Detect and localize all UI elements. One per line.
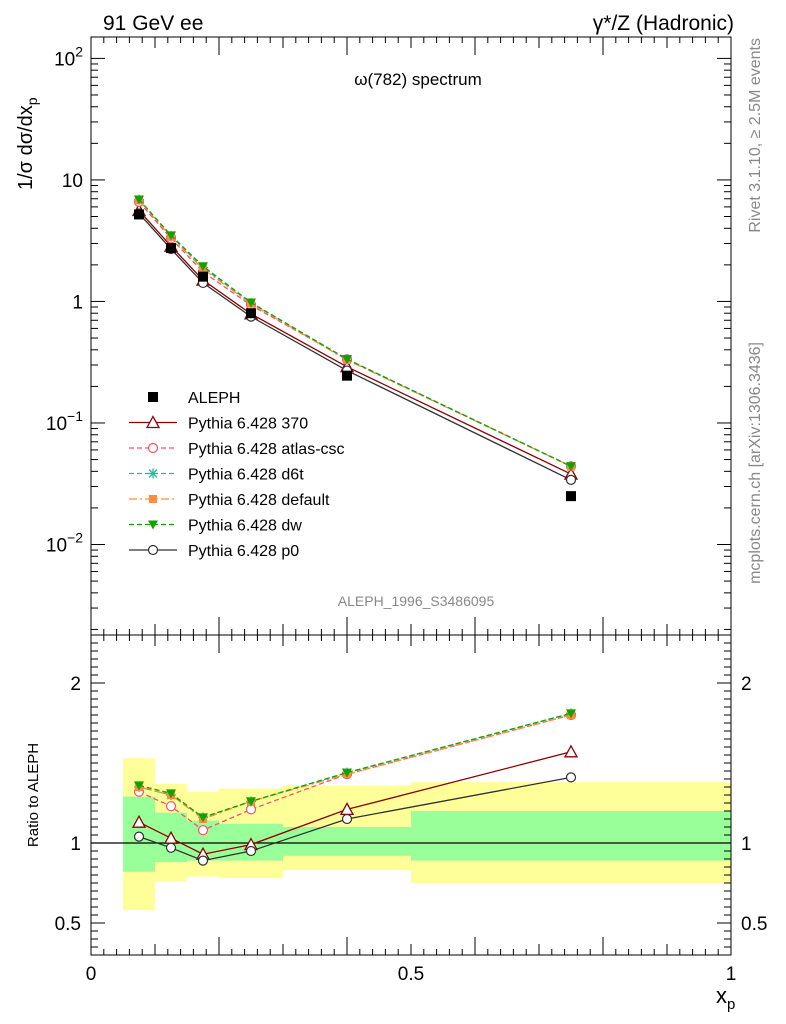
band-green-4	[283, 827, 411, 856]
ratio-point-5	[197, 855, 209, 866]
main-ytick-label: 1	[72, 292, 83, 313]
main-point-4	[166, 231, 176, 241]
plot-title: ω(782) spectrum	[354, 70, 482, 89]
main-point-4	[342, 355, 352, 365]
legend: ALEPH Pythia 6.428 370 Pythia 6.428 atlas-…	[129, 390, 345, 560]
main-series-lines	[131, 194, 579, 502]
ratio-line-3	[138, 714, 572, 820]
ratio-series-lines	[131, 708, 579, 866]
ratio-point-4	[246, 797, 256, 807]
main-ylabel: 1/σ dσ/dxp	[15, 97, 40, 190]
main-point-4	[134, 195, 144, 205]
ratio-line-4	[138, 712, 572, 819]
main-line-5	[138, 212, 572, 481]
ratio-ytick-label-right: 1	[741, 834, 752, 855]
ratio-point-4	[198, 813, 208, 823]
main-point-4	[198, 262, 208, 272]
axes-ticks: 102 10 1 10−1 10−2 0 0.5 1 0.5 0.5 1 1 2 2	[46, 37, 767, 985]
main-ytick-label: 10−2	[46, 529, 83, 556]
band-green-5	[411, 811, 731, 861]
ratio-point-5	[341, 813, 353, 825]
data-point	[246, 308, 256, 319]
ratio-ylabel: Ratio to ALEPH	[25, 743, 42, 847]
header-right: γ*/Z (Hadronic)	[593, 12, 734, 35]
main-ytick-label: 102	[54, 43, 83, 70]
ratio-ytick-label-right: 0.5	[741, 914, 767, 935]
xtick-label: 0.5	[398, 964, 424, 985]
ratio-point-1	[197, 825, 209, 836]
ratio-point-4	[166, 789, 176, 799]
legend-label: Pythia 6.428 d6t	[188, 467, 304, 484]
mcplots-label: mcplots.cern.ch [arXiv:1306.3436]	[747, 342, 764, 584]
data-point	[134, 209, 144, 220]
xtick-label: 1	[726, 964, 737, 985]
main-ytick-label: 10	[62, 171, 83, 192]
ratio-line-0	[138, 751, 572, 855]
main-line-4	[138, 199, 572, 467]
ratio-point-4	[134, 781, 144, 791]
ratio-point-5	[565, 772, 577, 783]
ratio-point-1	[165, 801, 177, 812]
rivet-label: Rivet 3.1.10, ≥ 2.5M events	[747, 38, 764, 233]
legend-marker-4	[148, 520, 158, 530]
main-point-4	[246, 298, 256, 308]
xlabel: xp	[716, 983, 735, 1013]
legend-marker-3	[149, 495, 157, 503]
legend-label: ALEPH	[188, 390, 240, 407]
ratio-line-5	[138, 776, 572, 862]
ratio-ytick-label-left: 1	[70, 834, 81, 855]
legend-label: Pythia 6.428 atlas-csc	[188, 441, 345, 458]
ratio-uncertainty-bands	[123, 758, 731, 911]
main-point-4	[566, 462, 576, 472]
ratio-point-0	[563, 744, 579, 758]
legend-label: Pythia 6.428 dw	[188, 518, 302, 535]
legend-marker-2	[148, 468, 158, 479]
legend-marker-2-stroke	[148, 469, 158, 478]
legend-label: Pythia 6.428 default	[188, 492, 330, 509]
ratio-ytick-label-right: 2	[741, 674, 752, 695]
xtick-label: 0	[86, 964, 97, 985]
main-plot-frame	[90, 36, 732, 636]
analysis-watermark: ALEPH_1996_S3486095	[338, 593, 495, 609]
legend-marker-5	[147, 544, 159, 556]
header-left: 91 GeV ee	[103, 12, 203, 35]
ratio-point-5	[133, 831, 145, 842]
legend-marker-1	[147, 442, 159, 454]
main-line-0	[138, 210, 572, 475]
legend-marker-data	[148, 392, 158, 402]
data-point	[342, 370, 352, 381]
data-point	[166, 243, 176, 254]
ratio-point-0	[131, 814, 147, 828]
ratio-point-4	[566, 709, 576, 719]
main-ytick-label: 10−1	[46, 408, 83, 435]
main-point-5	[565, 474, 577, 486]
legend-label: Pythia 6.428 p0	[188, 543, 299, 560]
legend-marker-0	[145, 415, 161, 429]
ratio-point-5	[165, 842, 177, 853]
legend-label: Pythia 6.428 370	[188, 416, 308, 433]
data-point	[566, 491, 576, 502]
ratio-point-5	[245, 845, 257, 857]
ratio-point-4	[342, 768, 352, 778]
data-point	[198, 271, 208, 282]
ratio-ytick-label-left: 0.5	[55, 914, 81, 935]
ratio-ytick-label-left: 2	[70, 674, 81, 695]
